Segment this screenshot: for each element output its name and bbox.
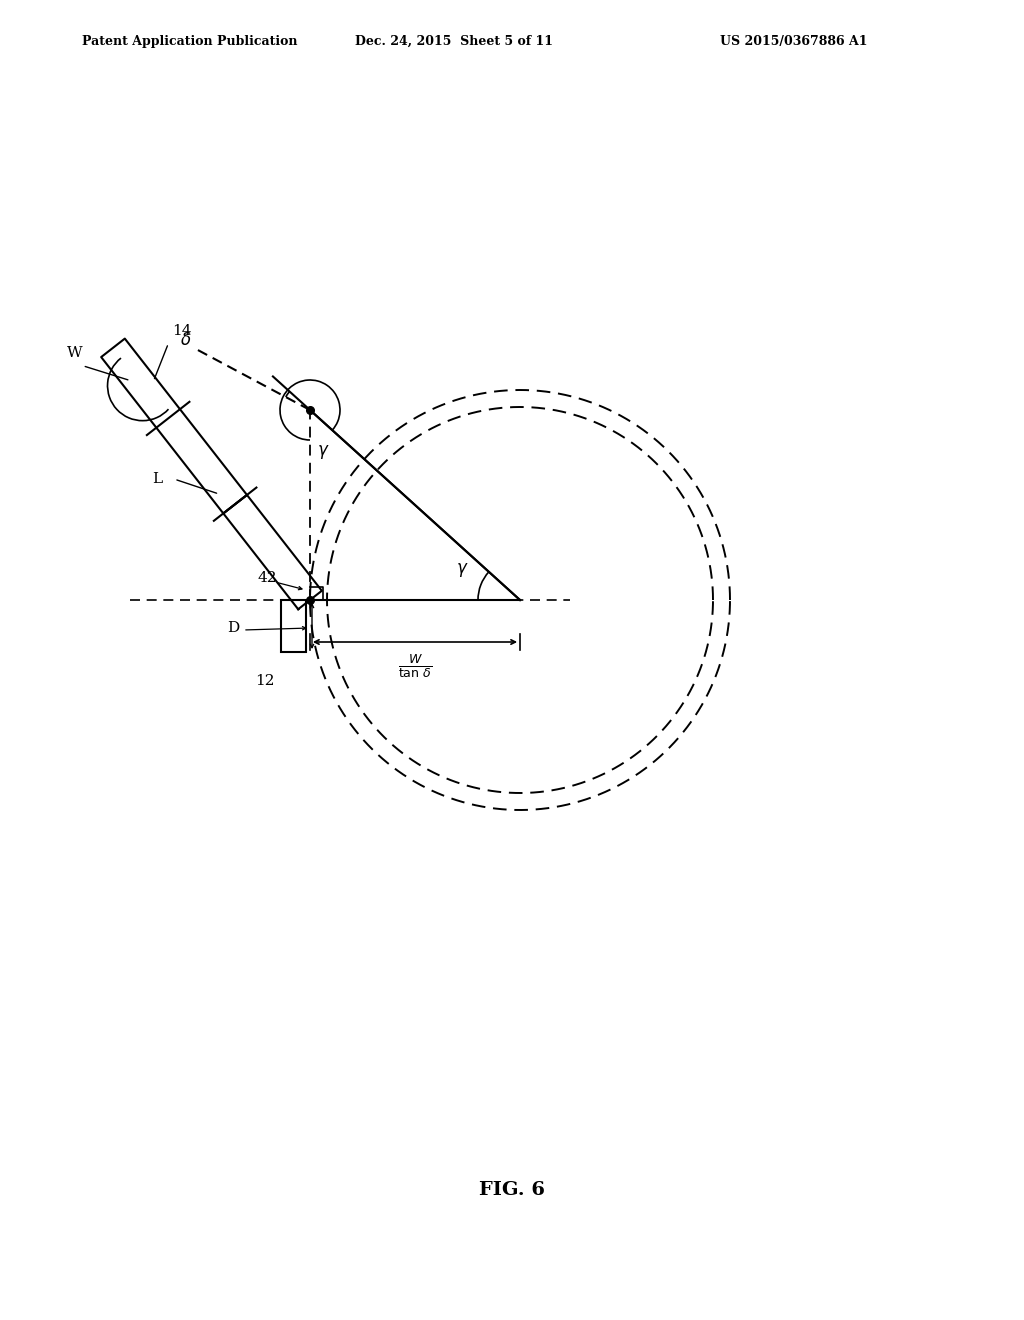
- Text: $\gamma$: $\gamma$: [316, 444, 330, 461]
- Text: $\gamma$: $\gamma$: [456, 561, 468, 579]
- Text: $\delta$: $\delta$: [180, 333, 191, 350]
- Text: Patent Application Publication: Patent Application Publication: [82, 36, 298, 48]
- Text: Dec. 24, 2015  Sheet 5 of 11: Dec. 24, 2015 Sheet 5 of 11: [355, 36, 553, 48]
- Text: FIG. 6: FIG. 6: [479, 1181, 545, 1199]
- Text: US 2015/0367886 A1: US 2015/0367886 A1: [720, 36, 867, 48]
- Text: 42: 42: [258, 572, 278, 585]
- Text: $\frac{W}{\tan\,\delta}$: $\frac{W}{\tan\,\delta}$: [397, 652, 432, 680]
- Text: L: L: [153, 473, 163, 486]
- Text: W: W: [67, 346, 82, 359]
- Bar: [281, 601, 306, 652]
- Text: D: D: [227, 620, 240, 635]
- Text: 12: 12: [255, 675, 274, 688]
- Text: 14: 14: [172, 325, 191, 338]
